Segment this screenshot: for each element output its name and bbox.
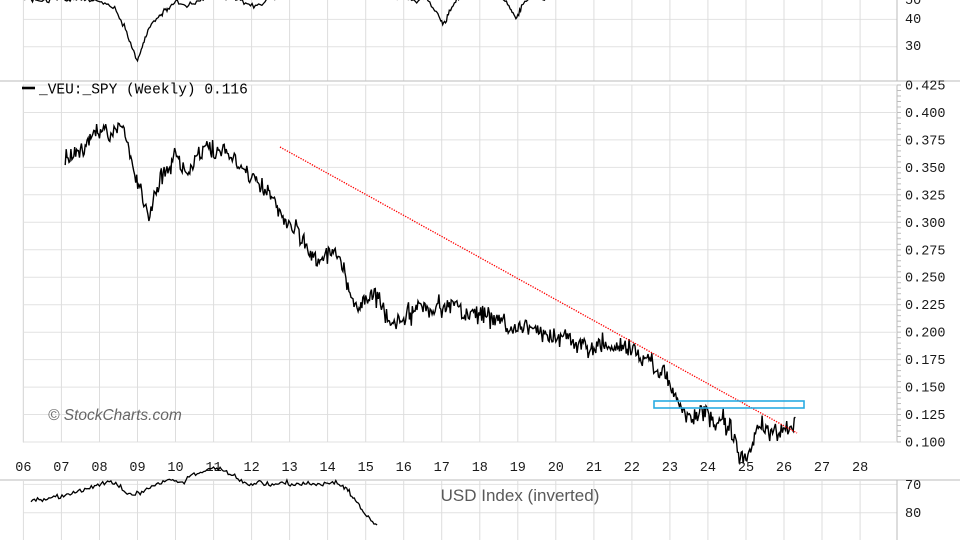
svg-text:12: 12 <box>243 461 259 476</box>
svg-text:0.200: 0.200 <box>905 327 946 342</box>
svg-text:27: 27 <box>814 461 830 476</box>
svg-text:0.400: 0.400 <box>905 107 946 122</box>
svg-text:06: 06 <box>15 461 31 476</box>
svg-text:17: 17 <box>434 461 450 476</box>
svg-text:07: 07 <box>53 461 69 476</box>
svg-text:0.125: 0.125 <box>905 409 946 424</box>
svg-text:0.150: 0.150 <box>905 382 946 397</box>
svg-text:0.325: 0.325 <box>905 189 946 204</box>
svg-text:08: 08 <box>91 461 107 476</box>
svg-text:80: 80 <box>905 507 921 522</box>
svg-text:16: 16 <box>396 461 412 476</box>
svg-text:40: 40 <box>905 13 921 28</box>
svg-text:22: 22 <box>624 461 640 476</box>
svg-text:24: 24 <box>700 461 716 476</box>
svg-text:0.175: 0.175 <box>905 354 946 369</box>
svg-text:25: 25 <box>738 461 754 476</box>
svg-text:10: 10 <box>167 461 183 476</box>
svg-text:20: 20 <box>548 461 564 476</box>
svg-text:28: 28 <box>852 461 868 476</box>
svg-text:70: 70 <box>905 479 921 494</box>
svg-text:30: 30 <box>905 40 921 55</box>
svg-text:21: 21 <box>586 461 602 476</box>
svg-text:0.100: 0.100 <box>905 437 946 452</box>
svg-text:_VEU:_SPY (Weekly) 0.116: _VEU:_SPY (Weekly) 0.116 <box>38 83 248 99</box>
svg-text:© StockCharts.com: © StockCharts.com <box>48 407 182 424</box>
svg-text:19: 19 <box>510 461 526 476</box>
svg-text:0.425: 0.425 <box>905 80 946 95</box>
svg-text:0.350: 0.350 <box>905 162 946 177</box>
svg-text:0.375: 0.375 <box>905 134 946 149</box>
svg-text:13: 13 <box>281 461 297 476</box>
svg-text:0.275: 0.275 <box>905 244 946 259</box>
svg-text:0.300: 0.300 <box>905 217 946 232</box>
svg-text:09: 09 <box>129 461 145 476</box>
svg-text:23: 23 <box>662 461 678 476</box>
svg-text:15: 15 <box>358 461 374 476</box>
svg-text:0.250: 0.250 <box>905 272 946 287</box>
svg-text:14: 14 <box>319 461 335 476</box>
svg-text:0.225: 0.225 <box>905 299 946 314</box>
svg-text:26: 26 <box>776 461 792 476</box>
svg-text:50: 50 <box>905 0 921 9</box>
svg-text:18: 18 <box>472 461 488 476</box>
svg-text:USD Index (inverted): USD Index (inverted) <box>441 486 600 505</box>
